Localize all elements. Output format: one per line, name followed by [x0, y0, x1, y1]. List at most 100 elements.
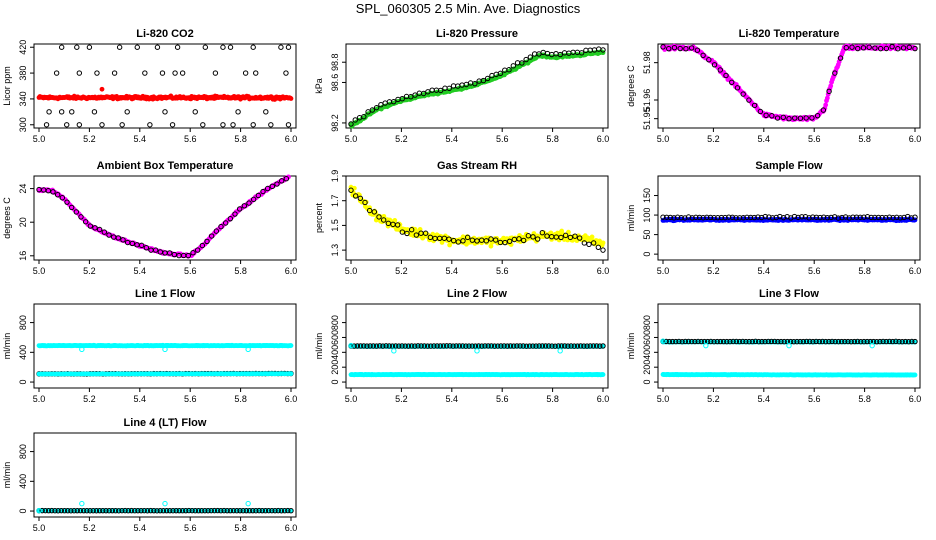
plot-frame [33, 432, 297, 518]
data-point [45, 507, 52, 514]
y-tick-label: 150 [642, 188, 652, 203]
data-point [497, 70, 504, 76]
data-point [751, 214, 758, 221]
x-tick-label: 5.6 [184, 266, 197, 276]
data-point [711, 62, 718, 68]
data-point [151, 507, 157, 514]
panel-title: Sample Flow [755, 160, 823, 172]
data-point [893, 338, 899, 345]
data-point [286, 174, 291, 180]
x-tick-label: 5.6 [496, 134, 509, 144]
plot-frame [345, 43, 609, 129]
y-tick-label: 340 [18, 91, 28, 106]
data-point [758, 214, 765, 221]
data-point [820, 107, 827, 113]
data-point [112, 507, 119, 514]
data-point [50, 189, 56, 195]
data-point [689, 338, 695, 345]
data-point [527, 54, 534, 60]
data-point [380, 343, 386, 349]
data-point [443, 343, 450, 349]
data-point [663, 214, 670, 220]
data-point [562, 343, 568, 349]
y-axis-label: kPa [314, 78, 324, 94]
data-point [138, 507, 144, 514]
data-point [578, 50, 585, 56]
data-point [851, 338, 858, 345]
data-point [879, 214, 885, 221]
data-point [853, 214, 860, 220]
data-point [204, 238, 210, 245]
data-point [364, 343, 370, 349]
data-point [274, 181, 280, 187]
data-point [755, 338, 762, 345]
data-point [877, 45, 884, 52]
data-point [119, 507, 125, 514]
x-tick-label: 5.4 [758, 266, 771, 276]
data-point [666, 45, 672, 52]
data-point [227, 44, 234, 50]
data-point [260, 188, 266, 195]
data-point [243, 507, 250, 514]
series-line2-cyan-low [348, 371, 606, 378]
x-tick-label: 5.8 [234, 523, 247, 533]
data-point [576, 235, 583, 241]
data-point [404, 230, 410, 237]
data-point [845, 338, 851, 345]
data-point [729, 79, 735, 86]
data-point [221, 507, 227, 514]
data-point [241, 203, 248, 209]
data-point [803, 115, 809, 121]
data-point [437, 87, 444, 94]
x-tick-label: 6.0 [285, 134, 298, 144]
data-point [138, 242, 145, 249]
panel-2: Li-820 Pressure kPa 98.2 98.6 98.8 5.0 5.2 5.4 5… [314, 28, 609, 144]
data-point [795, 214, 801, 221]
data-point [135, 507, 141, 514]
data-point [52, 507, 58, 514]
y-tick-label: 200 [330, 360, 340, 375]
data-point [69, 109, 75, 115]
x-tick-label: 5.2 [83, 523, 96, 533]
data-point [723, 72, 729, 79]
series-line3-cyan-open [660, 338, 875, 349]
data-point [746, 338, 752, 345]
data-point [671, 215, 677, 221]
data-point [147, 122, 153, 128]
data-point [714, 338, 720, 345]
series-line2-cyan-open [348, 342, 563, 354]
data-point [726, 214, 732, 220]
data-point [74, 44, 80, 50]
data-point [246, 508, 253, 514]
x-tick-label: 5.0 [33, 134, 46, 144]
x-tick-label: 5.2 [395, 394, 408, 404]
y-tick-label: 420 [18, 40, 28, 55]
x-tick-label: 5.0 [33, 266, 46, 276]
data-point [895, 46, 901, 52]
data-point [101, 229, 108, 235]
data-point [587, 343, 593, 349]
x-tick-label: 5.8 [234, 266, 247, 276]
data-point [255, 192, 262, 199]
data-point [562, 232, 569, 239]
data-point [774, 115, 781, 121]
data-point [447, 343, 453, 349]
x-tick-label: 5.4 [134, 523, 147, 533]
data-point [472, 80, 478, 87]
data-point [762, 213, 768, 220]
y-tick-label: 98.8 [330, 53, 340, 71]
data-point [536, 343, 542, 349]
data-point [866, 44, 872, 50]
y-axis-label: ml/min [626, 205, 636, 232]
data-point [729, 214, 736, 221]
data-point [348, 342, 354, 349]
data-point [220, 122, 226, 128]
data-point [377, 343, 383, 349]
y-tick-label: 0 [642, 380, 652, 385]
data-point [590, 343, 597, 349]
data-point [103, 507, 109, 514]
data-point [819, 338, 826, 345]
data-point [202, 44, 209, 50]
data-point [415, 343, 421, 349]
data-point [715, 214, 721, 221]
